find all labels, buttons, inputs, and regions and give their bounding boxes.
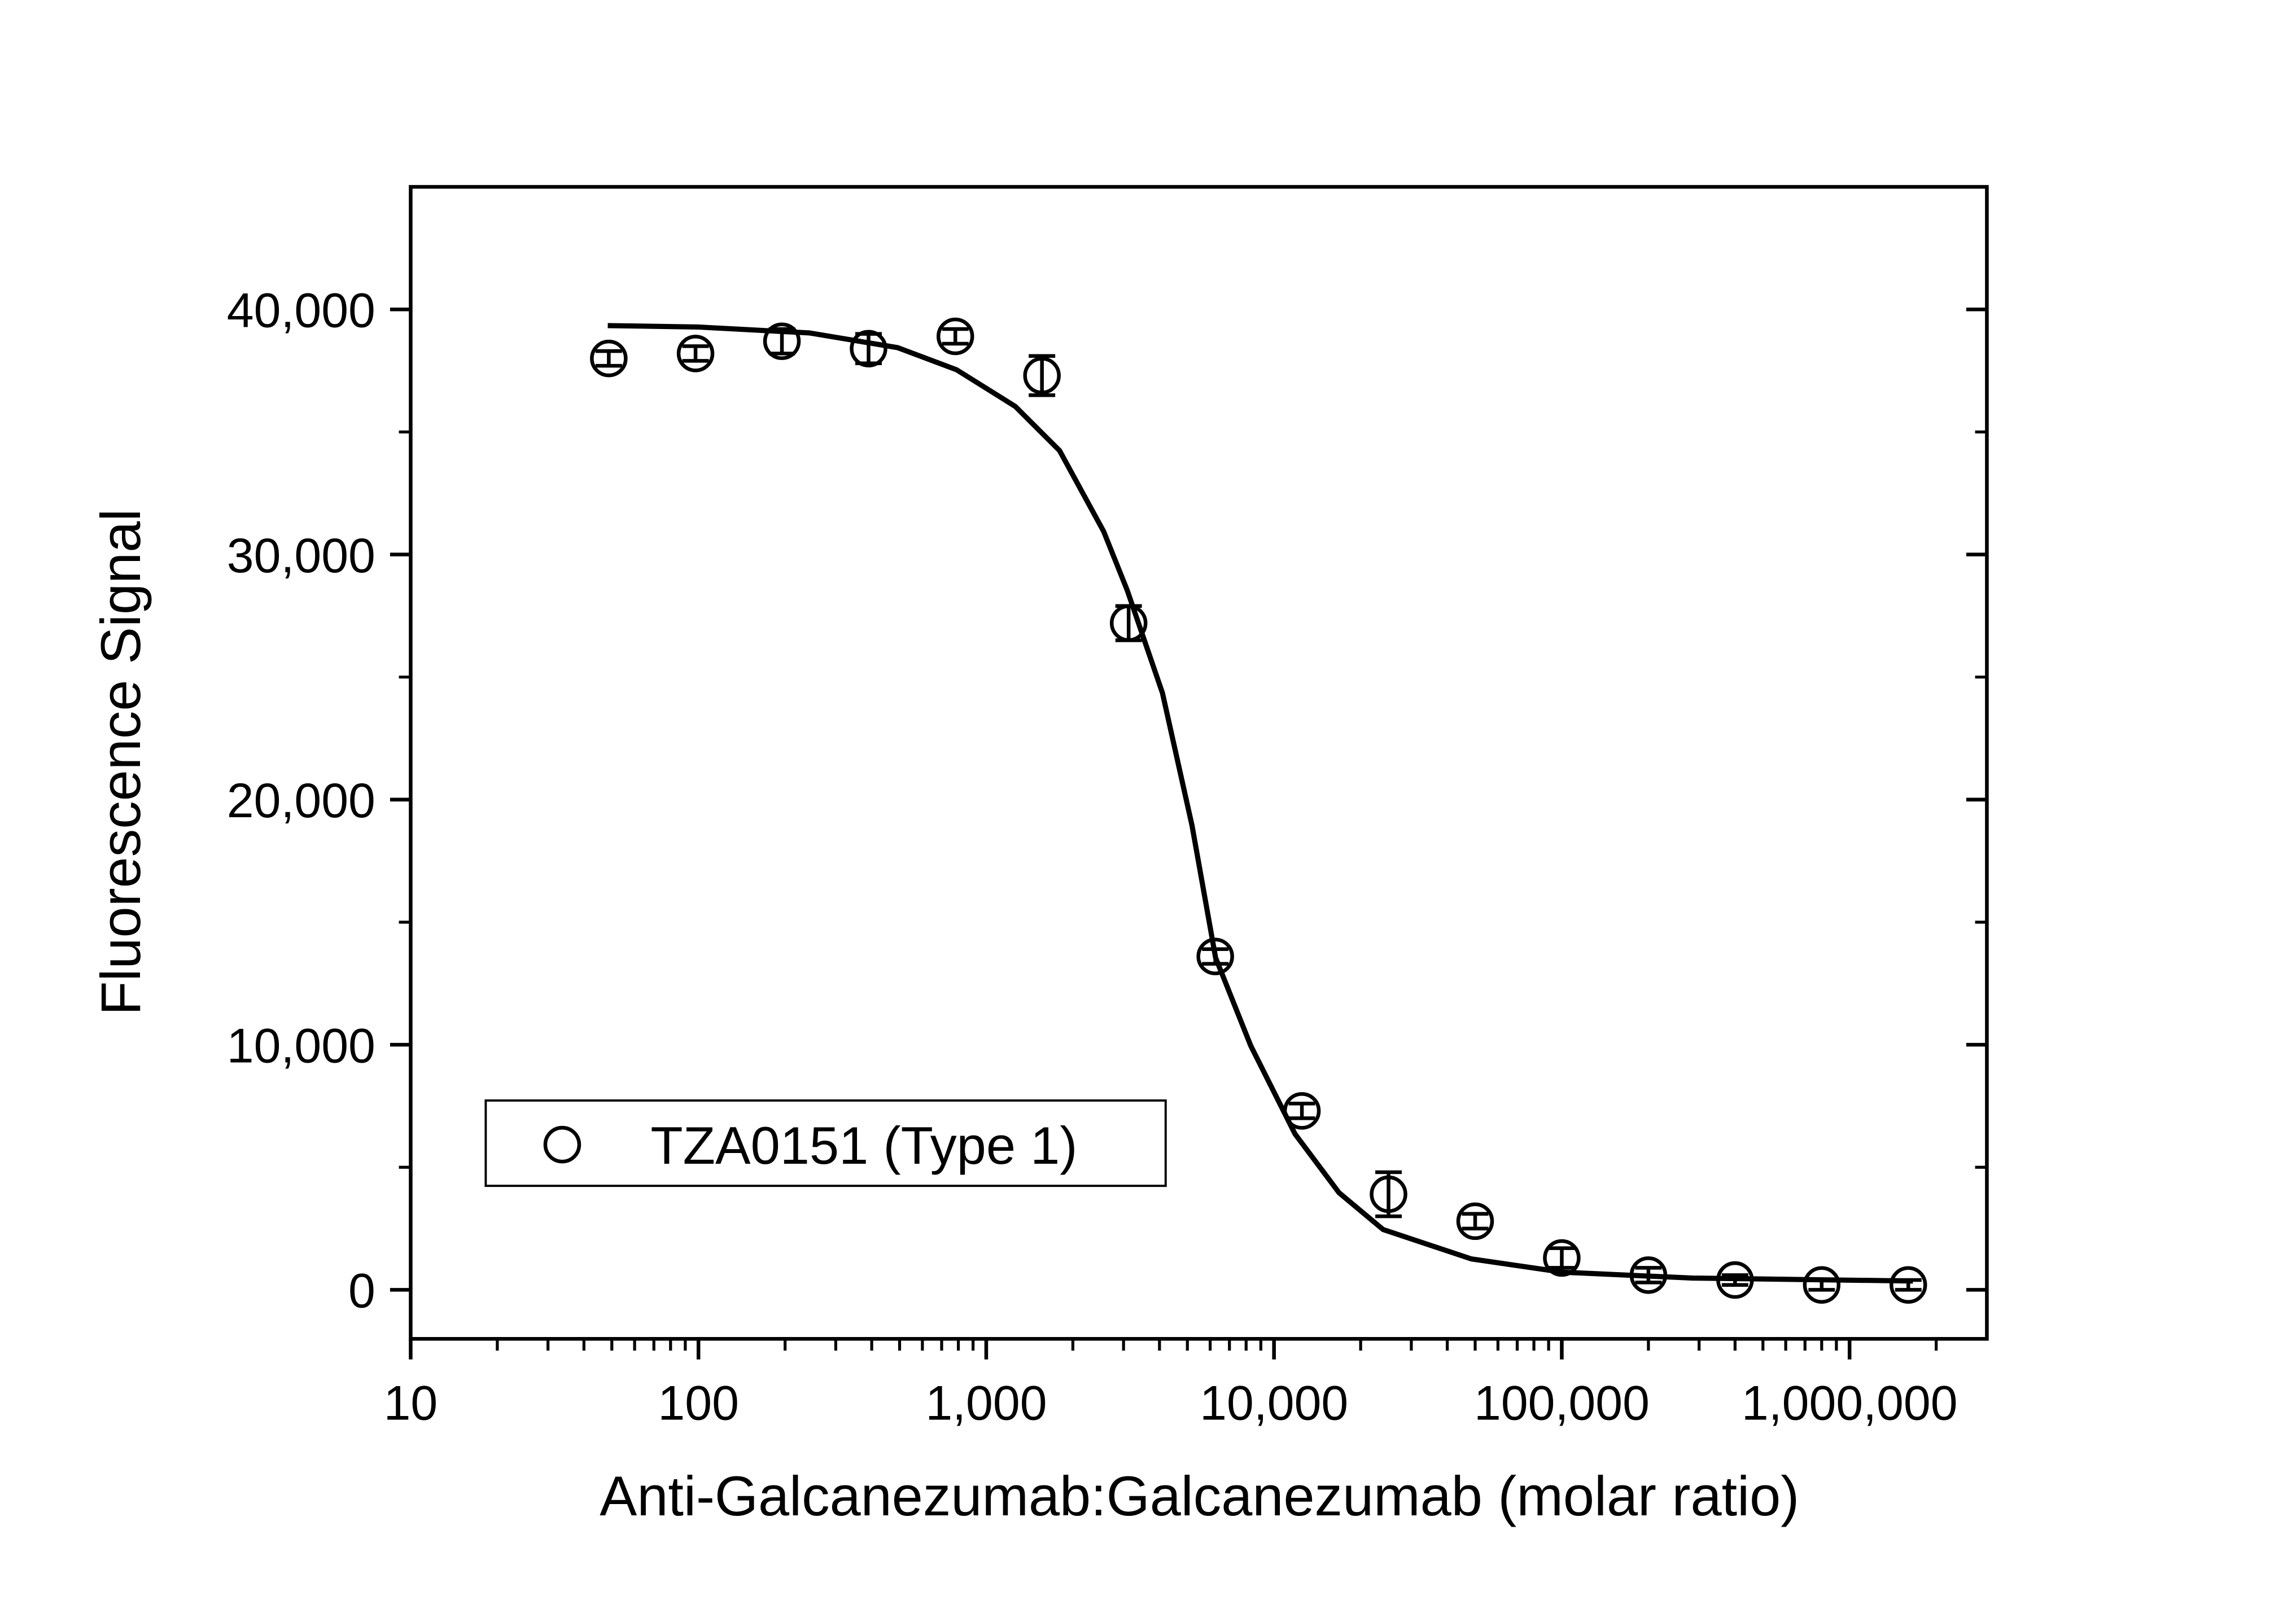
plot-frame [409,185,1989,1341]
data-point [850,330,887,367]
data-point [1543,1239,1581,1277]
y-tick-label: 40,000 [227,284,375,338]
legend-marker [543,1125,581,1164]
data-point [1890,1266,1927,1304]
data-point [1283,1092,1321,1130]
x-tick-label: 100,000 [1474,1377,1650,1431]
data-point [1109,604,1148,642]
x-tick-label: 10 [384,1377,438,1431]
data-point [1023,357,1061,394]
x-tick-label: 10,000 [1200,1377,1348,1431]
legend-box [484,1099,1167,1187]
y-tick-label: 30,000 [227,529,375,583]
x-axis-label: Anti-Galcanezumab:Galcanezumab (molar ra… [600,1465,1799,1527]
x-tick-label: 100 [658,1377,739,1431]
x-tick-label: 1,000,000 [1742,1377,1958,1431]
legend-label: TZA0151 (Type 1) [650,1116,1077,1175]
data-point [1456,1202,1494,1240]
fit-curve [607,323,1913,1284]
data-point [1370,1175,1407,1213]
x-tick-label: 1,000 [925,1377,1047,1431]
data-point [763,322,801,360]
data-point [1716,1261,1754,1299]
data-point [1629,1256,1668,1294]
y-tick-label: 10,000 [227,1019,375,1073]
y-tick-label: 0 [348,1264,375,1318]
data-point [936,317,974,356]
y-axis-label: Fluorescence Signal [89,509,152,1015]
data-point [676,335,715,372]
data-point [1196,937,1234,976]
data-point [590,339,628,378]
y-tick-label: 20,000 [227,774,375,828]
data-point [1803,1266,1841,1304]
